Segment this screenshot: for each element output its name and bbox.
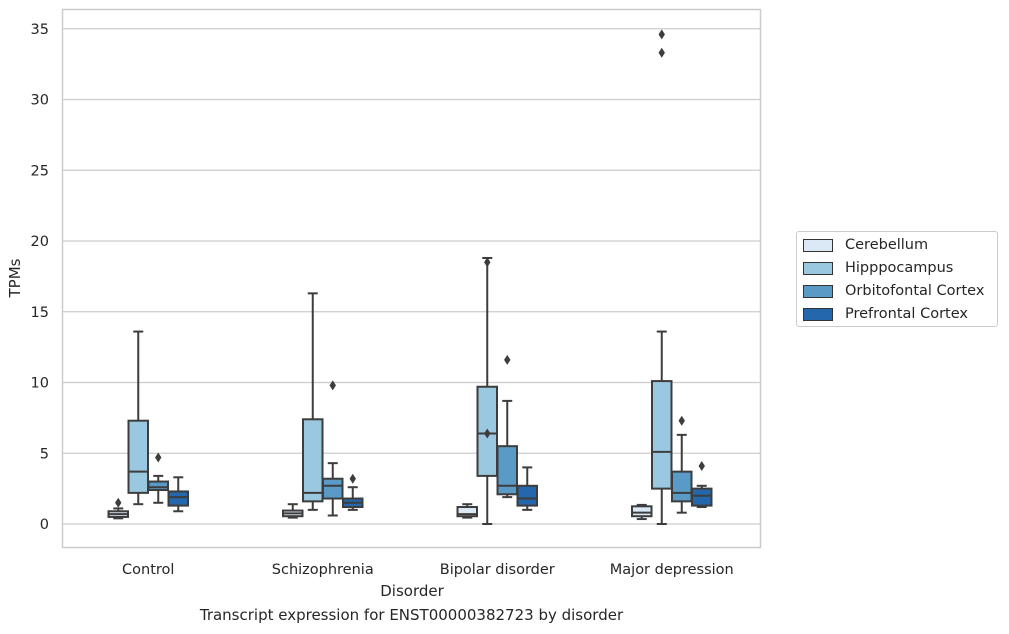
y-tick-label: 15 [31,305,49,321]
boxes-layer [107,29,713,525]
y-tick-label: 20 [31,234,49,250]
box-prefrontal-cortex [691,460,713,509]
iqr-box [496,445,518,496]
iqr-box [671,470,693,503]
y-axis-label: TPMs [6,258,24,298]
legend-swatch [803,307,833,321]
y-tick-label: 0 [40,517,49,533]
x-tick-label: Bipolar disorder [440,562,555,578]
y-tick-label: 30 [31,93,49,109]
chart-caption: Transcript expression for ENST0000038272… [199,606,624,624]
x-axis-ticks: Control Schizophrenia Bipolar disorder Majo… [122,562,734,578]
legend-label: Cerebellum [845,237,929,253]
legend-swatch [803,238,833,252]
iqr-box [651,380,673,490]
iqr-box [147,480,169,492]
legend-label: Hipppocampus [845,260,954,276]
x-tick-label: Schizophrenia [272,562,374,578]
outlier-point [349,473,356,484]
x-tick-label: Control [122,562,174,578]
legend-item: Cerebellum [803,236,928,254]
box-hipppocampus [476,256,498,525]
legend-label: Orbitofontal Cortex [845,283,985,299]
iqr-box [516,484,538,507]
iqr-box [456,506,478,518]
box-prefrontal-cortex [516,466,538,511]
iqr-box [322,477,344,500]
outlier-point [658,47,665,58]
box-orbitofontal-cortex [496,354,518,499]
y-tick-label: 25 [31,163,49,179]
y-tick-label: 5 [40,446,49,462]
box-hipppocampus [651,29,673,525]
plot-area-frame [61,8,762,549]
iqr-box [631,505,653,518]
box-cerebellum [107,497,129,520]
box-hipppocampus [127,330,149,506]
x-axis-label: Disorder [380,582,444,600]
iqr-box [302,418,324,503]
box-cerebellum [631,503,653,521]
box-orbitofontal-cortex [322,380,344,517]
x-tick-label: Major depression [610,562,734,578]
outlier-point [678,415,685,426]
y-tick-label: 35 [31,22,49,38]
outlier-point [484,257,491,268]
box-prefrontal-cortex [167,476,189,513]
box-cerebellum [282,503,304,519]
legend-item: Prefrontal Cortex [803,305,968,323]
outlier-point [658,29,665,40]
y-tick-label: 10 [31,376,49,392]
outlier-point [698,460,705,471]
iqr-box [691,487,713,507]
legend-item: Orbitofontal Cortex [803,282,984,300]
legend-swatch [803,261,833,275]
box-hipppocampus [302,292,324,511]
outlier-point [329,380,336,391]
box-cerebellum [456,503,478,519]
box-orbitofontal-cortex [147,452,169,504]
box-prefrontal-cortex [342,473,364,511]
legend-label: Prefrontal Cortex [845,306,968,322]
grid-lines [62,28,760,525]
outlier-point [155,452,162,463]
legend: Cerebellum Hipppocampus Orbitofontal Corte… [796,231,998,327]
legend-swatch [803,284,833,298]
box-orbitofontal-cortex [671,415,693,514]
outlier-point [504,354,511,365]
outlier-point [484,428,491,439]
iqr-box [167,490,189,507]
iqr-box [127,419,149,494]
y-axis-ticks: 0 5 10 15 20 25 30 35 [31,22,49,533]
legend-item: Hipppocampus [803,259,953,277]
outlier-point [115,497,122,508]
